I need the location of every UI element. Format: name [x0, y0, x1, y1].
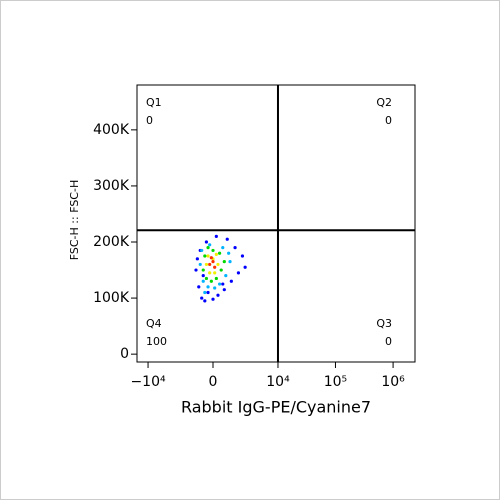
x-tick-label: −10⁴	[130, 374, 166, 390]
event-dot	[227, 251, 231, 255]
event-dot	[209, 279, 213, 283]
event-dot	[213, 286, 217, 290]
event-dot	[221, 282, 225, 286]
event-dot	[203, 299, 207, 303]
event-dot	[228, 260, 232, 264]
quadrant-value: 0	[385, 335, 392, 348]
y-tick-label: 100K	[93, 290, 130, 306]
y-axis-title: FSC-H :: FSC-H	[68, 180, 81, 260]
event-dot	[204, 276, 209, 281]
event-dot	[214, 234, 218, 238]
event-dot	[229, 279, 233, 283]
event-dot	[195, 257, 199, 261]
event-dot	[211, 260, 215, 264]
event-dot	[197, 285, 201, 289]
quadrant-value: 0	[385, 114, 392, 127]
event-dot	[206, 246, 210, 250]
event-dot	[243, 265, 247, 269]
event-dot	[216, 293, 220, 297]
event-dot	[224, 274, 228, 278]
event-dot	[225, 237, 229, 241]
event-dot	[209, 256, 213, 260]
quadrant-value: 100	[146, 335, 167, 348]
event-dot	[201, 279, 205, 283]
event-dot	[218, 251, 222, 255]
event-dot	[204, 262, 209, 267]
event-dot	[201, 274, 205, 278]
event-dot	[233, 246, 237, 250]
x-tick-label: 10⁴	[266, 374, 290, 390]
event-dot	[219, 268, 223, 272]
event-dot	[206, 290, 210, 295]
event-dot	[213, 265, 217, 269]
event-dot	[211, 248, 215, 253]
event-dot	[214, 252, 218, 256]
event-dot	[200, 296, 204, 300]
event-dot	[208, 271, 212, 275]
y-tick-label: 400K	[93, 122, 130, 138]
event-dot	[201, 268, 205, 272]
event-dot	[194, 268, 198, 272]
event-dot	[221, 246, 225, 250]
quadrant-value: 0	[146, 114, 153, 127]
quadrant-name: Q2	[376, 96, 392, 109]
event-dot	[200, 248, 204, 253]
x-tick-label: 0	[209, 374, 218, 390]
y-tick-label: 200K	[93, 234, 130, 250]
y-tick-label: 300K	[93, 178, 130, 194]
event-dot	[208, 243, 212, 247]
x-tick-label: 10⁵	[324, 374, 347, 390]
plot-area	[136, 84, 416, 363]
event-dot	[203, 254, 207, 258]
event-dot	[206, 254, 210, 258]
event-dot	[214, 276, 218, 281]
event-dot	[218, 282, 222, 286]
event-dot	[206, 285, 210, 289]
event-dot	[236, 271, 241, 275]
x-tick-label: 10⁶	[381, 374, 405, 390]
event-dot	[198, 262, 202, 267]
quadrant-name: Q1	[146, 96, 162, 109]
quadrant-name: Q4	[146, 317, 162, 330]
event-dot	[240, 254, 245, 258]
event-dot	[222, 288, 226, 292]
event-dot	[204, 240, 209, 244]
event-dot	[216, 262, 220, 267]
event-dot	[211, 297, 215, 301]
x-axis-title: Rabbit IgG-PE/Cyanine7	[181, 398, 371, 417]
y-tick-label: 0	[120, 346, 129, 362]
event-dot	[208, 262, 212, 267]
event-dot	[222, 260, 226, 264]
event-dot	[213, 271, 217, 275]
event-dot	[203, 290, 207, 295]
quadrant-name: Q3	[376, 317, 392, 330]
